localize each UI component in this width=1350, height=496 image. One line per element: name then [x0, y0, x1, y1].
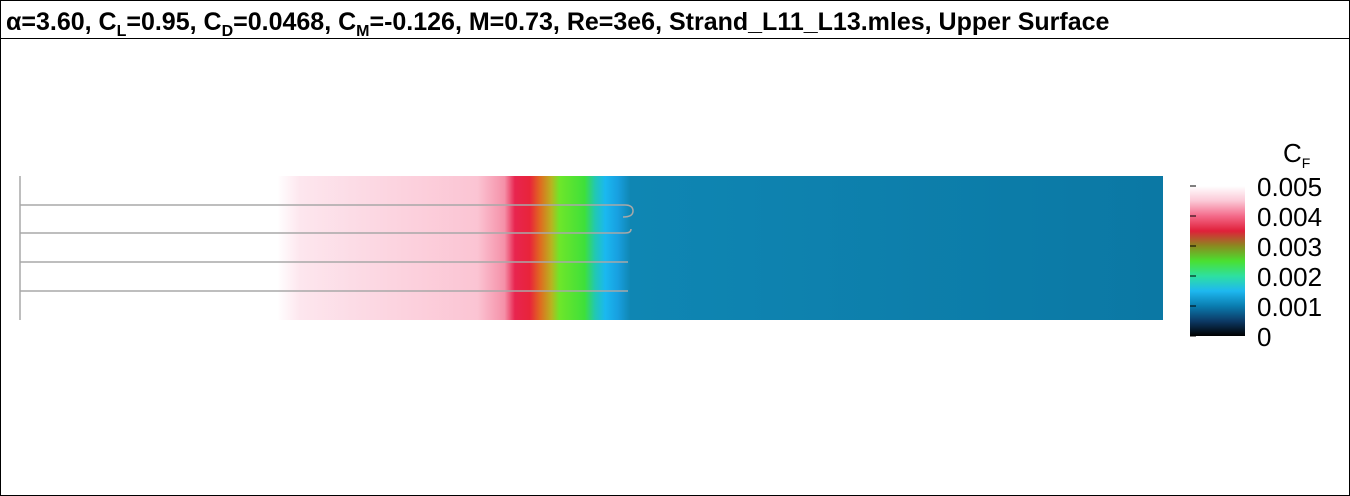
- colorbar-tick-label: 0: [1257, 322, 1271, 352]
- colorbar-tick-label: 0.005: [1257, 172, 1322, 202]
- colorbar-tick-label: 0.002: [1257, 262, 1322, 292]
- strand-lines: [19, 176, 634, 320]
- subscript: D: [222, 23, 234, 40]
- text-run: α=3.60, C: [6, 8, 117, 36]
- subscript: M: [356, 23, 369, 40]
- colorbar: [1190, 186, 1245, 336]
- colorbar-tick-label: 0.003: [1257, 232, 1322, 262]
- contour-field: [19, 176, 1163, 320]
- subscript: L: [117, 23, 127, 40]
- plot-title: α=3.60, CL=0.95, CD=0.0468, CM=-0.126, M…: [6, 8, 1110, 40]
- subscript: F: [1302, 155, 1311, 171]
- colorbar-label: CF: [1283, 138, 1310, 171]
- text-run: =0.95, C: [126, 8, 221, 36]
- text-run: =-0.126, M=0.73, Re=3e6, Strand_L11_L13.…: [369, 8, 1109, 36]
- text-run: C: [1283, 138, 1302, 168]
- text-run: =0.0468, C: [233, 8, 356, 36]
- surface-contour: [20, 176, 1163, 320]
- colorbar-tick-label: 0.001: [1257, 292, 1322, 322]
- colorbar-tick-label: 0.004: [1257, 202, 1322, 232]
